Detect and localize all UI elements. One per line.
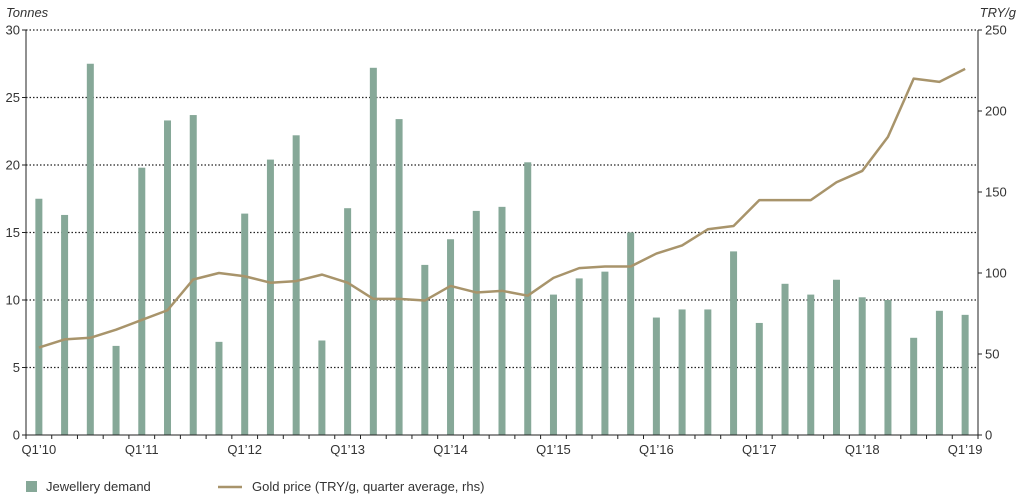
bar bbox=[858, 297, 866, 435]
bar bbox=[678, 309, 686, 435]
right-axis-tick-label: 0 bbox=[985, 428, 992, 443]
legend: Jewellery demand Gold price (TRY/g, quar… bbox=[26, 479, 484, 494]
x-axis-tick-label: Q1’16 bbox=[639, 442, 674, 457]
bar bbox=[524, 162, 532, 436]
bar bbox=[807, 294, 815, 435]
bar bbox=[112, 345, 120, 435]
left-axis-title: Tonnes bbox=[6, 5, 49, 20]
bar bbox=[138, 167, 146, 435]
legend-label-gold-price: Gold price (TRY/g, quarter average, rhs) bbox=[252, 479, 484, 494]
bar bbox=[498, 206, 506, 435]
bar bbox=[781, 283, 789, 435]
axes bbox=[22, 29, 982, 439]
x-axis-tick-label: Q1’13 bbox=[330, 442, 365, 457]
right-axis-tick-label: 150 bbox=[985, 185, 1007, 200]
bar bbox=[292, 135, 300, 436]
bar bbox=[318, 340, 326, 435]
left-axis-tick-label: 5 bbox=[13, 360, 20, 375]
bar bbox=[395, 119, 403, 435]
bar bbox=[575, 278, 583, 435]
bar bbox=[549, 294, 557, 435]
bar bbox=[935, 310, 943, 435]
bar bbox=[86, 63, 94, 435]
bar bbox=[241, 213, 249, 435]
x-axis-tick-label: Q1’14 bbox=[433, 442, 468, 457]
bar bbox=[704, 309, 712, 435]
left-axis-tick-label: 10 bbox=[6, 293, 20, 308]
bar bbox=[730, 251, 738, 435]
line-series-gold-price bbox=[38, 67, 966, 349]
right-axis-tick-label: 200 bbox=[985, 104, 1007, 119]
bar bbox=[755, 322, 763, 435]
x-axis-tick-label: Q1’17 bbox=[742, 442, 777, 457]
bar bbox=[627, 232, 635, 435]
bar bbox=[652, 317, 660, 435]
right-axis-title: TRY/g bbox=[980, 5, 1017, 20]
x-axis-tick-label: Q1’19 bbox=[948, 442, 983, 457]
bar bbox=[447, 239, 455, 435]
bar bbox=[910, 337, 918, 435]
bar bbox=[472, 210, 480, 435]
x-axis-tick-label: Q1’18 bbox=[845, 442, 880, 457]
legend-label-jewellery-demand: Jewellery demand bbox=[46, 479, 151, 494]
x-axis-tick-label: Q1’15 bbox=[536, 442, 571, 457]
bar bbox=[35, 198, 43, 435]
x-axis-tick-label: Q1’11 bbox=[125, 442, 159, 457]
x-axis-tick-label: Q1’10 bbox=[22, 442, 57, 457]
tick-labels: 0 5 10 15 20 25 30 0 50 100 150 200 250 Q1’10 Q1’11 Q1’… bbox=[6, 23, 1007, 458]
gold-price-line bbox=[38, 67, 966, 349]
legend-swatch-jewellery-demand bbox=[26, 481, 37, 492]
right-axis-tick-label: 250 bbox=[985, 23, 1007, 38]
bar bbox=[832, 279, 840, 435]
bar bbox=[344, 208, 352, 435]
bar bbox=[61, 214, 69, 435]
bar bbox=[421, 264, 429, 435]
x-axis-tick-label: Q1’12 bbox=[227, 442, 262, 457]
left-axis-tick-label: 30 bbox=[6, 23, 20, 38]
bar bbox=[601, 271, 609, 435]
bar bbox=[961, 314, 969, 435]
bar bbox=[266, 159, 274, 435]
bar bbox=[189, 115, 197, 436]
right-axis-tick-label: 50 bbox=[985, 347, 999, 362]
bar bbox=[215, 341, 223, 435]
left-axis-tick-label: 0 bbox=[13, 428, 20, 443]
bar bbox=[369, 67, 377, 436]
right-axis-tick-label: 100 bbox=[985, 266, 1007, 281]
bar-series-jewellery-demand bbox=[35, 63, 969, 436]
left-axis-tick-label: 25 bbox=[6, 90, 20, 105]
left-axis-tick-label: 20 bbox=[6, 158, 20, 173]
left-axis-tick-label: 15 bbox=[6, 225, 20, 240]
bar bbox=[164, 120, 172, 435]
bar bbox=[884, 300, 892, 435]
